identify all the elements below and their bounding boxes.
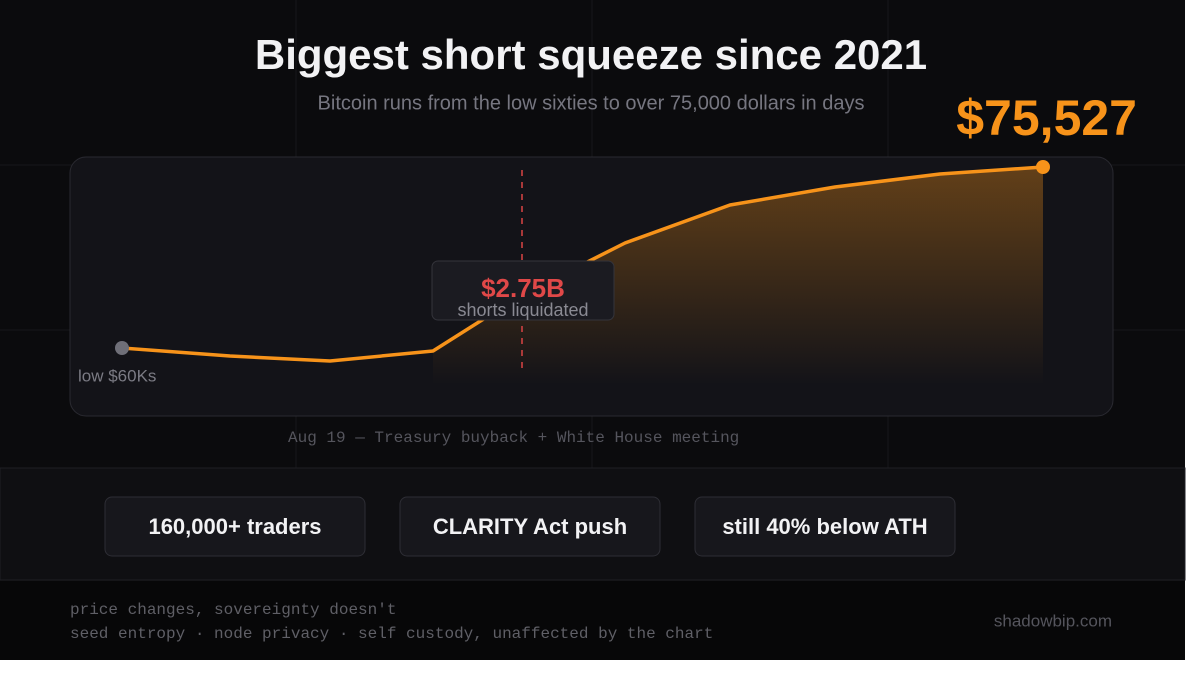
callout — [431, 260, 615, 321]
caption: Aug 19 — Treasury buyback + White House … — [288, 429, 739, 447]
stat-pill — [104, 496, 366, 557]
end-dot — [1036, 160, 1050, 174]
stat: 160,000+ traders — [148, 514, 321, 539]
footer-line: price changes, sovereignty doesn't — [70, 601, 396, 619]
stat-pill — [399, 496, 661, 557]
start-label: low $60Ks — [78, 366, 156, 385]
title: Biggest short squeeze since 2021 — [255, 31, 927, 78]
stat: still 40% below ATH — [722, 514, 927, 539]
stat: CLARITY Act push — [433, 514, 627, 539]
footer — [0, 581, 1185, 660]
price: $75,527 — [956, 90, 1137, 146]
area — [433, 167, 1043, 385]
callout-label: shorts liquidated — [457, 300, 588, 320]
subtitle: Bitcoin runs from the low sixties to ove… — [318, 92, 865, 114]
footer-line: seed entropy · node privacy · self custo… — [70, 625, 713, 643]
stat-pill — [694, 496, 956, 557]
site: shadowbip.com — [994, 611, 1112, 630]
callout-value: $2.75B — [481, 273, 565, 303]
start-dot — [115, 341, 129, 355]
